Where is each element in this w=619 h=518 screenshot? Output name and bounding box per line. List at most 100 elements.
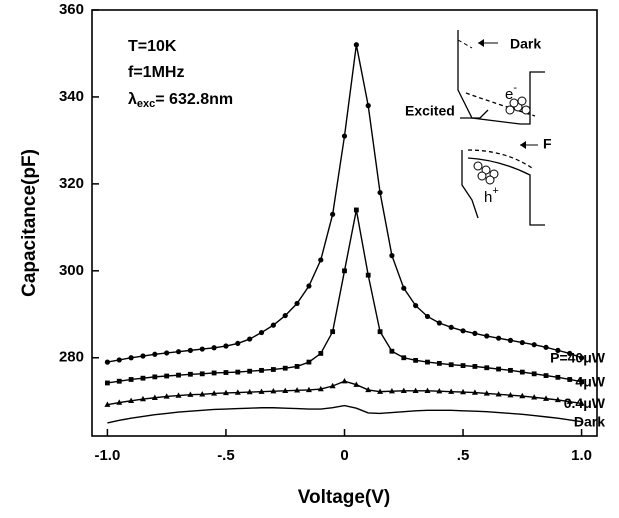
data-point <box>270 367 276 372</box>
data-point <box>400 387 407 393</box>
inset-label: h+ <box>484 185 499 206</box>
data-point <box>483 390 490 396</box>
data-point <box>531 394 538 400</box>
data-point <box>246 388 253 395</box>
data-point <box>187 391 194 397</box>
data-point <box>318 257 324 263</box>
y-tick-label: 300 <box>59 262 84 279</box>
data-point <box>424 313 431 320</box>
annotation: T=10K <box>128 38 177 55</box>
data-point <box>543 373 549 378</box>
data-point <box>128 355 134 361</box>
inset-label: Dark <box>510 36 541 52</box>
inset-label-sup: + <box>492 185 498 197</box>
data-point <box>247 336 253 342</box>
data-point <box>448 388 455 394</box>
data-point <box>223 343 229 349</box>
annotation-text: = 632.8nm <box>155 91 233 108</box>
data-point <box>116 357 122 363</box>
data-point <box>116 378 122 384</box>
data-point <box>317 385 324 392</box>
data-point <box>247 368 253 374</box>
electrons <box>505 96 531 115</box>
data-point <box>341 133 348 139</box>
data-point <box>555 374 561 380</box>
data-point <box>401 355 407 361</box>
data-point <box>282 312 288 319</box>
data-point <box>554 396 561 403</box>
arrow-head <box>478 39 484 47</box>
y-tick-label: 280 <box>59 349 84 366</box>
series-line <box>107 209 582 384</box>
data-point <box>471 389 478 395</box>
data-point <box>211 370 217 376</box>
data-point <box>294 387 301 393</box>
data-point <box>472 364 478 369</box>
valence-band <box>467 157 545 226</box>
data-point <box>389 348 395 354</box>
data-point <box>270 322 276 328</box>
data-point <box>460 328 466 334</box>
dark-level <box>457 39 473 49</box>
data-point <box>412 387 419 393</box>
band-edge <box>457 30 545 125</box>
data-point <box>330 329 336 335</box>
inset-label: Excited <box>405 103 455 119</box>
data-point <box>436 320 442 326</box>
arrow <box>460 109 489 119</box>
data-point <box>258 388 265 394</box>
data-point <box>128 397 135 403</box>
data-point <box>401 285 407 291</box>
data-point <box>151 394 158 400</box>
series-label: 4μW <box>575 373 605 389</box>
data-point <box>140 375 146 381</box>
data-point <box>282 365 288 371</box>
data-point <box>495 391 502 397</box>
data-point <box>175 349 182 355</box>
data-point <box>365 103 371 109</box>
data-point <box>531 371 537 377</box>
data-point <box>235 369 241 375</box>
data-point <box>105 380 110 386</box>
data-point <box>543 395 550 401</box>
data-point <box>294 364 300 369</box>
data-point <box>578 355 585 361</box>
data-point <box>152 374 158 380</box>
data-point <box>318 351 324 356</box>
data-point <box>365 272 371 278</box>
annotation-symbol: λ <box>128 91 137 108</box>
data-point <box>425 359 430 365</box>
y-axis-title: Capacitance(pF) <box>19 149 40 297</box>
data-point <box>507 391 514 398</box>
data-point <box>413 357 419 363</box>
data-point <box>175 392 182 398</box>
data-point <box>139 395 146 402</box>
annotation: λexc= 632.8nm <box>128 91 233 110</box>
data-point <box>389 253 395 259</box>
data-point <box>235 340 241 347</box>
annotation-subscript: exc <box>137 98 155 110</box>
data-point <box>507 337 514 343</box>
data-point <box>128 377 134 382</box>
data-point <box>330 211 336 217</box>
data-point <box>531 342 537 348</box>
data-point <box>259 367 264 373</box>
data-point <box>508 367 513 373</box>
inset-label-base: h <box>484 189 492 206</box>
data-point <box>258 329 265 336</box>
data-point <box>187 371 193 377</box>
annotation: f=1MHz <box>128 64 184 81</box>
data-point <box>234 389 241 395</box>
valence-edge <box>461 150 479 219</box>
data-point <box>567 377 573 382</box>
data-point <box>104 359 111 365</box>
data-point <box>543 344 549 350</box>
data-point <box>377 189 383 196</box>
holes <box>473 161 499 185</box>
data-point <box>519 339 525 346</box>
data-point <box>353 207 359 213</box>
data-point <box>413 302 419 309</box>
data-point <box>555 347 561 353</box>
data-point <box>496 366 502 372</box>
